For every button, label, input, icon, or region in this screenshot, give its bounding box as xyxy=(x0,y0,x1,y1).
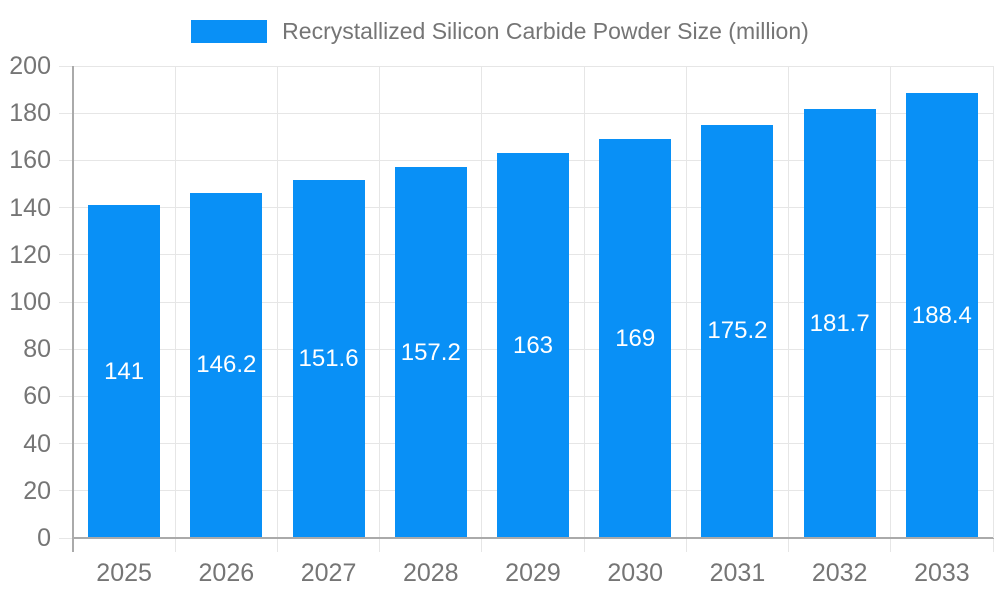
x-axis-label: 2029 xyxy=(505,559,561,587)
y-axis-tick xyxy=(59,395,73,397)
y-axis-label: 0 xyxy=(37,524,51,552)
y-axis-label: 40 xyxy=(23,429,51,458)
gridline-vertical xyxy=(276,66,278,538)
gridline-vertical xyxy=(685,66,687,538)
x-axis-label: 2027 xyxy=(300,559,357,587)
y-axis-label: 120 xyxy=(9,240,51,269)
x-axis-tick xyxy=(481,538,483,552)
y-axis-tick xyxy=(59,490,73,492)
bar-value-label: 163 xyxy=(512,331,554,359)
legend-label: Recrystallized Silicon Carbide Powder Si… xyxy=(282,18,809,44)
y-axis-tick xyxy=(59,301,73,303)
y-axis-tick xyxy=(59,537,73,539)
y-axis-line xyxy=(72,66,74,552)
x-axis-label: 2032 xyxy=(811,559,868,587)
y-axis-tick xyxy=(59,348,73,350)
legend[interactable]: Recrystallized Silicon Carbide Powder Si… xyxy=(0,18,1000,44)
x-axis-tick xyxy=(992,538,994,552)
bar-value-label: 141 xyxy=(104,357,145,385)
x-axis-tick xyxy=(379,538,381,552)
y-axis-label: 60 xyxy=(23,382,51,411)
y-axis-label: 160 xyxy=(9,146,51,175)
gridline-vertical xyxy=(788,66,790,538)
x-axis-tick xyxy=(174,538,176,552)
x-axis-label: 2026 xyxy=(198,559,255,587)
plot-border-right xyxy=(993,66,994,538)
x-axis-label: 2031 xyxy=(709,559,766,587)
y-axis-label: 140 xyxy=(9,193,51,222)
x-axis-label: 2033 xyxy=(914,559,970,587)
bar-value-label: 188.4 xyxy=(911,301,972,329)
gridline-vertical xyxy=(379,66,381,538)
bar-value-label: 146.2 xyxy=(196,351,257,379)
y-axis-tick xyxy=(59,443,73,445)
bar[interactable] xyxy=(88,205,161,538)
x-axis-tick xyxy=(788,538,790,552)
bar[interactable] xyxy=(803,109,876,538)
x-axis-tick xyxy=(890,538,892,552)
gridline-vertical xyxy=(890,66,892,538)
bar[interactable] xyxy=(292,180,365,538)
x-axis-label: 2030 xyxy=(607,559,664,587)
bar-value-label: 175.2 xyxy=(707,317,768,345)
y-axis-label: 100 xyxy=(9,288,51,316)
x-axis-tick xyxy=(583,538,585,552)
bar[interactable] xyxy=(905,93,978,538)
bar-value-label: 169 xyxy=(615,324,656,352)
bar-value-label: 151.6 xyxy=(298,345,359,373)
y-axis-tick xyxy=(59,207,73,209)
bar[interactable] xyxy=(190,192,263,538)
y-axis-tick xyxy=(59,65,73,67)
gridline-vertical xyxy=(583,66,585,538)
legend-swatch xyxy=(191,19,268,43)
y-axis-label: 20 xyxy=(23,476,51,505)
x-axis-tick xyxy=(276,538,278,552)
y-axis-label: 200 xyxy=(9,52,51,80)
x-axis-tick xyxy=(685,538,687,552)
x-axis-label: 2025 xyxy=(96,559,152,587)
bar-value-label: 181.7 xyxy=(809,309,870,337)
y-axis-label: 180 xyxy=(9,99,51,128)
y-axis-label: 80 xyxy=(23,335,51,364)
gridline-vertical xyxy=(174,66,176,538)
bar-value-label: 157.2 xyxy=(400,338,461,366)
x-axis-line xyxy=(72,537,994,539)
y-axis-tick xyxy=(59,112,73,114)
y-axis-tick xyxy=(59,254,73,256)
gridline-horizontal xyxy=(73,65,993,67)
y-axis-tick xyxy=(59,159,73,161)
gridline-vertical xyxy=(481,66,483,538)
gridline-horizontal xyxy=(73,112,993,114)
bar[interactable] xyxy=(701,124,774,538)
bar[interactable] xyxy=(599,139,672,538)
x-axis-label: 2028 xyxy=(402,559,459,587)
bar[interactable] xyxy=(497,153,569,538)
bar[interactable] xyxy=(394,167,467,538)
